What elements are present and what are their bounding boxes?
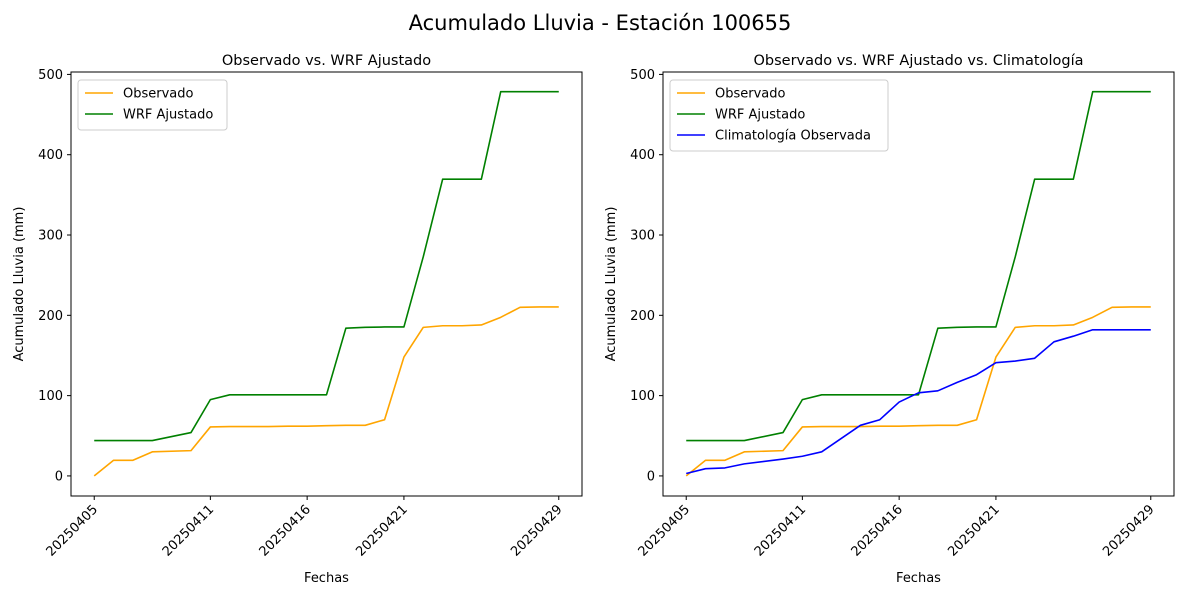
y-tick-label: 500 bbox=[630, 68, 655, 83]
x-tick-label: 20250405 bbox=[636, 502, 693, 559]
legend-label: Observado bbox=[715, 87, 786, 102]
x-tick-label: 20250421 bbox=[353, 502, 410, 559]
x-tick-label: 20250405 bbox=[44, 502, 101, 559]
y-tick-label: 0 bbox=[647, 469, 655, 484]
y-tick-label: 100 bbox=[38, 389, 63, 404]
x-tick-label: 20250416 bbox=[257, 502, 314, 559]
y-tick-label: 400 bbox=[38, 148, 63, 163]
series-line-observado bbox=[685, 306, 1151, 477]
x-tick-label: 20250411 bbox=[160, 502, 217, 559]
y-tick-label: 100 bbox=[630, 389, 655, 404]
axes-frame bbox=[662, 71, 1175, 497]
legend: Observado WRF Ajustado Climatología Observ… bbox=[669, 79, 889, 152]
y-tick-label: 200 bbox=[38, 309, 63, 324]
figure-suptitle: Acumulado Lluvia - Estación 100655 bbox=[409, 11, 792, 35]
chart-title: Observado vs. WRF Ajustado vs. Climatolo… bbox=[754, 53, 1084, 69]
y-tick-label: 500 bbox=[38, 68, 63, 83]
y-axis-label: Acumulado Lluvia (mm) bbox=[12, 207, 27, 362]
y-tick-label: 300 bbox=[630, 229, 655, 244]
x-tick-label: 20250429 bbox=[1100, 502, 1157, 559]
x-tick-label: 20250416 bbox=[849, 502, 906, 559]
series-line-climatolog-a-observada bbox=[686, 328, 1151, 475]
legend-label: WRF Ajustado bbox=[715, 108, 805, 123]
legend-box bbox=[77, 79, 228, 131]
series-line-wrf-ajustado bbox=[94, 90, 559, 442]
legend-label: WRF Ajustado bbox=[123, 108, 213, 123]
x-axis-label: Fechas bbox=[304, 571, 349, 586]
legend: Observado WRF Ajustado bbox=[77, 79, 228, 131]
legend-box bbox=[669, 79, 889, 152]
y-tick-label: 400 bbox=[630, 148, 655, 163]
series-line-wrf-ajustado bbox=[686, 90, 1151, 442]
series-line-observado bbox=[93, 306, 559, 477]
chart-panel-1: Observado vs. WRF Ajustado 0 100 200 300 400 5… bbox=[12, 53, 583, 586]
y-tick-label: 0 bbox=[55, 469, 63, 484]
y-axis-label: Acumulado Lluvia (mm) bbox=[604, 207, 619, 362]
chart-panel-2: Observado vs. WRF Ajustado vs. Climatolo… bbox=[604, 53, 1175, 586]
legend-label: Climatología Observada bbox=[715, 129, 871, 144]
x-tick-label: 20250421 bbox=[945, 502, 1002, 559]
axes-frame bbox=[70, 71, 583, 497]
y-tick-label: 300 bbox=[38, 229, 63, 244]
chart-title: Observado vs. WRF Ajustado bbox=[222, 53, 431, 69]
y-tick-label: 200 bbox=[630, 309, 655, 324]
x-tick-label: 20250411 bbox=[752, 502, 809, 559]
legend-label: Observado bbox=[123, 87, 194, 102]
x-axis-label: Fechas bbox=[896, 571, 941, 586]
x-tick-label: 20250429 bbox=[508, 502, 565, 559]
